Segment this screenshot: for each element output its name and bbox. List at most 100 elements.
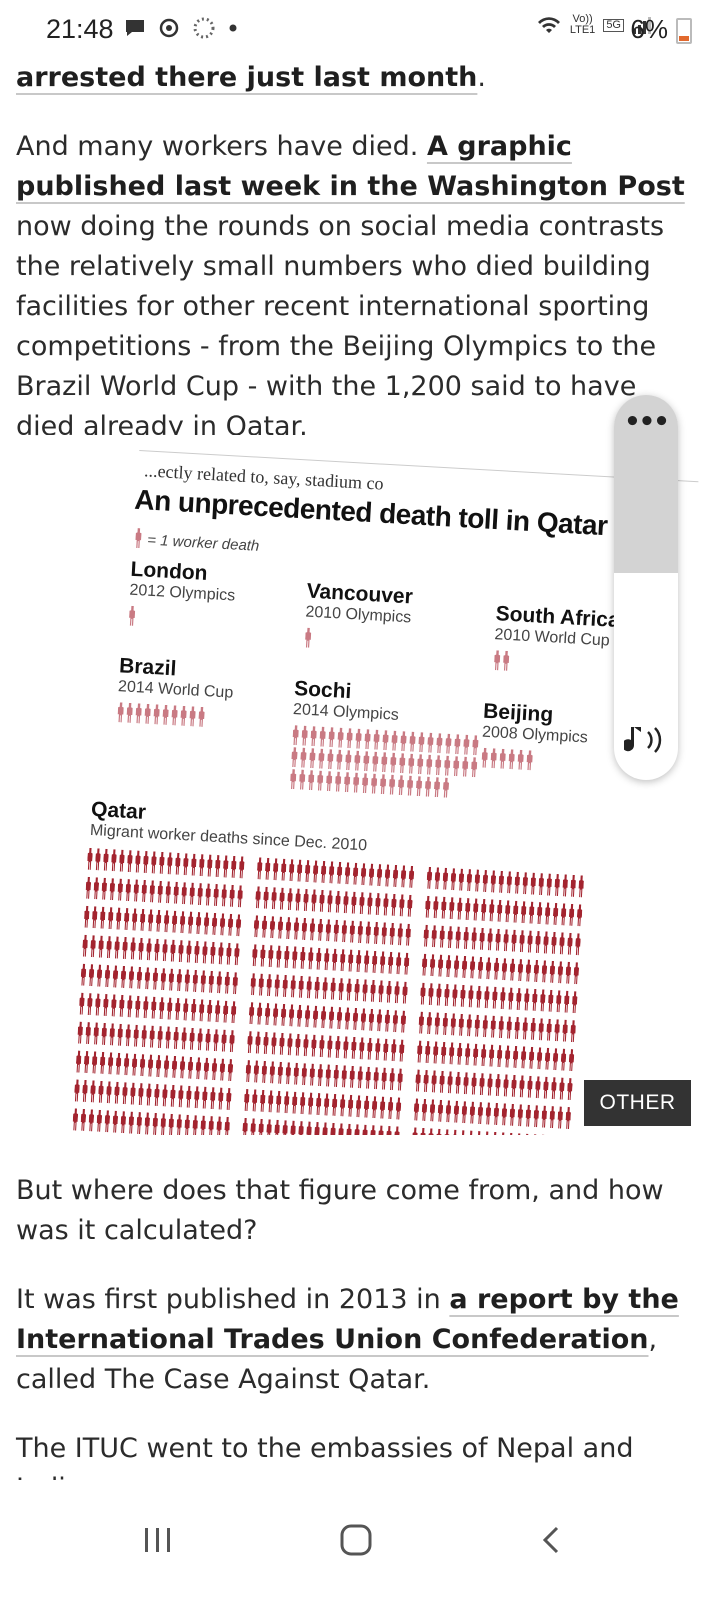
worker-figure bbox=[367, 1009, 375, 1031]
worker-figure bbox=[543, 902, 551, 924]
worker-figure bbox=[182, 998, 190, 1020]
worker-figure bbox=[103, 1110, 111, 1132]
paragraph-1: And many workers have died. A graphic pu… bbox=[16, 127, 696, 447]
worker-figure bbox=[226, 1059, 234, 1081]
message-icon bbox=[126, 20, 144, 36]
worker-figure bbox=[108, 878, 116, 900]
event-vancouver: Vancouver 2010 Olympics bbox=[303, 580, 497, 660]
worker-figure bbox=[374, 893, 382, 915]
worker-figure bbox=[364, 921, 372, 943]
worker-figure bbox=[383, 864, 391, 886]
worker-figure bbox=[457, 868, 465, 890]
worker-figure bbox=[569, 875, 577, 897]
worker-figure bbox=[531, 1134, 539, 1135]
worker-figure bbox=[428, 1099, 436, 1121]
worker-figure bbox=[138, 1054, 146, 1076]
worker-figure bbox=[193, 1086, 201, 1108]
ituc-report-link[interactable]: a report by the International Trades Uni… bbox=[16, 1284, 679, 1355]
worker-figure bbox=[345, 728, 354, 748]
worker-figure bbox=[371, 751, 380, 771]
worker-figure bbox=[399, 731, 408, 751]
back-icon[interactable] bbox=[522, 1510, 582, 1570]
qatar-figure-row bbox=[249, 973, 410, 1006]
worker-figure bbox=[161, 705, 170, 725]
worker-figure bbox=[313, 977, 321, 999]
worker-figure bbox=[441, 1013, 449, 1035]
worker-figure bbox=[92, 1022, 100, 1044]
death-toll-graphic[interactable]: ...ectly related to, say, stadium co An … bbox=[40, 435, 700, 1135]
worker-figure bbox=[383, 1010, 391, 1032]
worker-figure bbox=[179, 706, 188, 726]
event-brazil: Brazil 2014 World Cup bbox=[116, 654, 310, 734]
worker-figure bbox=[287, 1004, 295, 1026]
widget-handle[interactable] bbox=[614, 395, 678, 573]
worker-figure bbox=[182, 853, 190, 875]
worker-figure bbox=[199, 1115, 207, 1135]
worker-figure bbox=[236, 885, 244, 907]
worker-figure bbox=[441, 777, 450, 797]
worker-figure bbox=[228, 885, 236, 907]
worker-figure bbox=[537, 1018, 545, 1040]
worker-figure bbox=[548, 1106, 556, 1128]
worker-figure bbox=[386, 952, 394, 974]
floating-audio-widget[interactable]: ••• bbox=[614, 395, 678, 780]
worker-figure bbox=[564, 1107, 572, 1129]
worker-figure bbox=[183, 969, 191, 991]
worker-figure bbox=[106, 1052, 114, 1074]
home-icon[interactable] bbox=[326, 1510, 386, 1570]
p3-text-start: It was first published in 2013 in bbox=[16, 1284, 450, 1315]
worker-figure bbox=[279, 859, 287, 881]
worker-figure bbox=[307, 770, 316, 790]
worker-figure bbox=[327, 1006, 335, 1028]
worker-figure bbox=[134, 996, 142, 1018]
worker-figure bbox=[407, 753, 416, 773]
paragraph-3: It was first published in 2013 in a repo… bbox=[16, 1280, 696, 1400]
worker-figure bbox=[162, 910, 170, 932]
worker-figure bbox=[505, 871, 513, 893]
worker-figure bbox=[287, 859, 295, 881]
audio-icon[interactable] bbox=[622, 723, 668, 764]
arrested-link[interactable]: arrested there just last month bbox=[16, 62, 478, 93]
washington-post-link[interactable]: A graphic published last week in the Was… bbox=[16, 131, 685, 202]
worker-figure bbox=[191, 1115, 199, 1135]
worker-figure bbox=[427, 983, 435, 1005]
worker-figure bbox=[443, 1129, 451, 1135]
worker-figure bbox=[459, 1130, 467, 1135]
worker-figure bbox=[411, 1127, 419, 1135]
worker-figure bbox=[143, 704, 152, 724]
worker-figure bbox=[137, 938, 145, 960]
worker-figure bbox=[321, 1122, 329, 1135]
worker-figure bbox=[424, 1041, 432, 1063]
event-figures bbox=[127, 606, 318, 639]
worker-figure bbox=[483, 986, 491, 1008]
worker-figure bbox=[249, 1118, 257, 1135]
worker-figure bbox=[491, 987, 499, 1009]
more-options-icon[interactable]: ••• bbox=[624, 407, 670, 437]
worker-figure bbox=[359, 863, 367, 885]
worker-figure bbox=[342, 891, 350, 913]
worker-figure bbox=[465, 1014, 473, 1036]
qatar-figure-row bbox=[252, 915, 413, 948]
event-london: London 2012 Olympics bbox=[127, 558, 321, 638]
worker-figure bbox=[313, 1122, 321, 1135]
recent-apps-icon[interactable] bbox=[128, 1510, 188, 1570]
worker-figure bbox=[135, 967, 143, 989]
worker-figure bbox=[559, 903, 567, 925]
event-qatar: Qatar Migrant worker deaths since Dec. 2… bbox=[89, 798, 368, 855]
worker-figure bbox=[214, 855, 222, 877]
worker-figure bbox=[99, 907, 107, 929]
worker-figure bbox=[148, 880, 156, 902]
worker-figure bbox=[116, 702, 125, 722]
status-time: 21:48 bbox=[46, 14, 114, 44]
worker-figure bbox=[107, 907, 115, 929]
worker-figure bbox=[230, 856, 238, 878]
worker-figure bbox=[484, 957, 492, 979]
worker-figure bbox=[385, 981, 393, 1003]
worker-figure bbox=[205, 1000, 213, 1022]
worker-figure bbox=[378, 951, 386, 973]
worker-figure bbox=[467, 1130, 475, 1135]
worker-figure bbox=[433, 1012, 441, 1034]
worker-figure bbox=[308, 1063, 316, 1085]
worker-figure bbox=[390, 730, 399, 750]
worker-figure bbox=[398, 1039, 406, 1061]
